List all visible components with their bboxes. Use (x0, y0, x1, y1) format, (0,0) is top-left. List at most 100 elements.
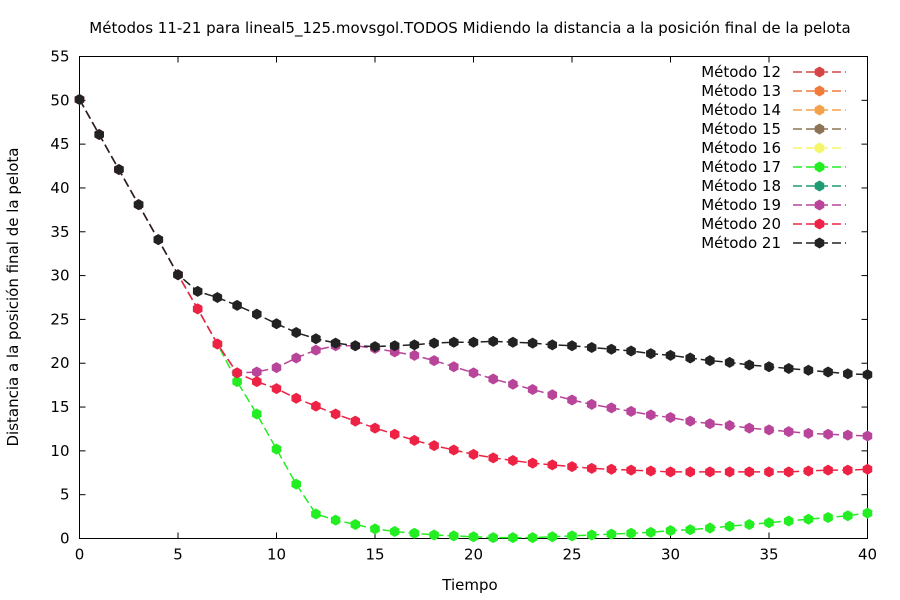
data-point (705, 466, 715, 478)
data-point (843, 368, 853, 380)
data-point (370, 422, 380, 434)
data-point (330, 408, 341, 420)
legend-marker (814, 123, 825, 135)
data-point (783, 466, 794, 478)
data-point (764, 361, 774, 373)
data-point (843, 429, 853, 441)
data-point (508, 336, 518, 348)
data-point (803, 427, 814, 439)
data-point (429, 440, 439, 452)
legend-label: Método 17 (701, 158, 781, 176)
x-tick-label: 35 (759, 546, 778, 564)
data-point (271, 318, 282, 330)
data-point (429, 355, 439, 367)
data-point (803, 513, 814, 525)
data-point (547, 389, 558, 401)
data-point (271, 443, 282, 455)
data-point (862, 463, 873, 475)
data-point (606, 463, 617, 475)
data-point (606, 343, 617, 355)
data-point (350, 415, 361, 427)
data-point (626, 527, 636, 539)
data-point (606, 528, 617, 540)
legend-label: Método 14 (701, 101, 781, 119)
data-point (232, 367, 242, 379)
data-point (567, 461, 577, 473)
data-point (252, 376, 262, 388)
series-layer (74, 93, 873, 544)
data-point (429, 337, 439, 349)
data-point (783, 362, 794, 374)
data-point (783, 515, 794, 527)
x-tick-label: 15 (365, 546, 384, 564)
data-point (586, 462, 597, 474)
data-point (409, 527, 420, 539)
data-point (488, 532, 498, 544)
data-point (409, 349, 420, 361)
data-point (488, 452, 498, 464)
data-point (823, 428, 833, 440)
data-point (311, 344, 321, 356)
data-point (665, 412, 676, 424)
data-point (252, 366, 262, 378)
data-point (449, 361, 459, 373)
data-point (744, 518, 755, 530)
data-point (744, 359, 755, 371)
data-point (823, 366, 833, 378)
data-point (764, 466, 774, 478)
data-point (685, 415, 695, 427)
data-point (232, 376, 242, 388)
x-tick-label: 5 (173, 546, 183, 564)
legend-marker (814, 85, 825, 97)
data-point (508, 378, 518, 390)
y-tick-label: 15 (50, 398, 69, 416)
data-point (291, 478, 301, 490)
data-point (567, 394, 577, 406)
data-point (843, 510, 853, 522)
y-tick-label: 30 (50, 267, 69, 285)
y-tick-label: 25 (50, 310, 69, 328)
data-point (744, 422, 755, 434)
legend-marker (814, 142, 825, 154)
data-point (705, 418, 715, 430)
data-point (606, 402, 617, 414)
data-point (724, 466, 735, 478)
data-point (311, 508, 321, 520)
data-point (567, 340, 577, 352)
x-tick-label: 30 (661, 546, 680, 564)
data-point (843, 464, 853, 476)
data-point (665, 466, 676, 478)
data-point (252, 408, 262, 420)
legend-marker (814, 199, 825, 211)
data-point (586, 529, 597, 541)
data-point (153, 234, 164, 246)
data-point (389, 525, 400, 537)
data-point (862, 507, 873, 519)
data-point (764, 517, 774, 529)
y-tick-label: 50 (50, 91, 69, 109)
data-point (409, 434, 420, 446)
data-point (271, 362, 282, 374)
data-point (646, 409, 656, 421)
data-point (803, 364, 814, 376)
data-point (626, 345, 636, 357)
legend-label: Método 20 (701, 215, 781, 233)
chart-title: Métodos 11-21 para lineal5_125.movsgol.T… (89, 19, 850, 38)
x-axis-label: Tiempo (441, 576, 497, 594)
data-point (685, 466, 695, 478)
data-point (705, 522, 715, 534)
legend-label: Método 19 (701, 196, 781, 214)
data-point (212, 338, 223, 350)
data-point (429, 529, 439, 541)
data-point (192, 285, 203, 297)
legend-label: Método 18 (701, 177, 781, 195)
data-point (646, 465, 656, 477)
data-point (823, 511, 833, 523)
x-tick-label: 0 (75, 546, 85, 564)
y-tick-label: 55 (50, 48, 69, 66)
data-point (94, 129, 104, 140)
y-tick-label: 10 (50, 442, 69, 460)
data-point (646, 348, 656, 360)
data-point (547, 531, 558, 543)
